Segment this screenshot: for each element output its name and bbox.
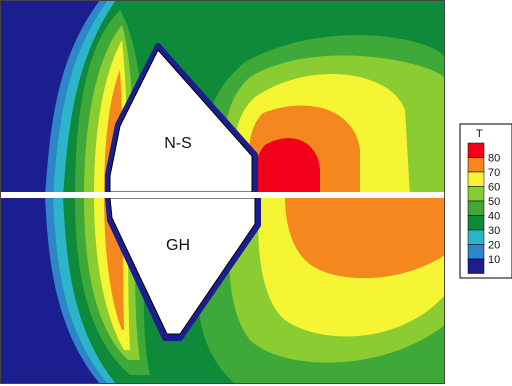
- legend-tick-label: 60: [488, 182, 500, 194]
- legend-swatch: [467, 215, 485, 231]
- legend-swatch: [467, 229, 485, 245]
- legend-tick-label: 30: [488, 225, 500, 237]
- legend-swatch: [467, 157, 485, 173]
- legend-tick-label: 80: [488, 153, 500, 165]
- legend-swatch: [467, 142, 485, 158]
- legend-tick-label: 70: [488, 167, 500, 179]
- legend-swatch: [467, 244, 485, 260]
- legend-title: T: [476, 128, 483, 140]
- legend-tick-label: 40: [488, 211, 500, 223]
- legend-swatch: [467, 186, 485, 202]
- region-label-upper: N-S: [164, 135, 192, 152]
- plot-frame: [0, 0, 445, 384]
- region-label-lower: GH: [166, 237, 190, 254]
- legend-labels: 80 70 60 50 40 30 20 10: [488, 153, 500, 267]
- legend-swatches: [467, 142, 485, 274]
- legend-tick-label: 10: [488, 254, 500, 266]
- band-80-lower-right: [285, 198, 445, 279]
- legend-tick-label: 50: [488, 196, 500, 208]
- band-90-upper: [255, 138, 320, 192]
- legend-swatch: [467, 200, 485, 216]
- legend: T 80 70 60 50 40 30 20 10: [459, 123, 512, 279]
- split-line: [0, 192, 445, 198]
- upper-half-contours: [0, 0, 445, 192]
- legend-swatch: [467, 171, 485, 187]
- legend-swatch: [467, 258, 485, 274]
- legend-tick-label: 20: [488, 240, 500, 252]
